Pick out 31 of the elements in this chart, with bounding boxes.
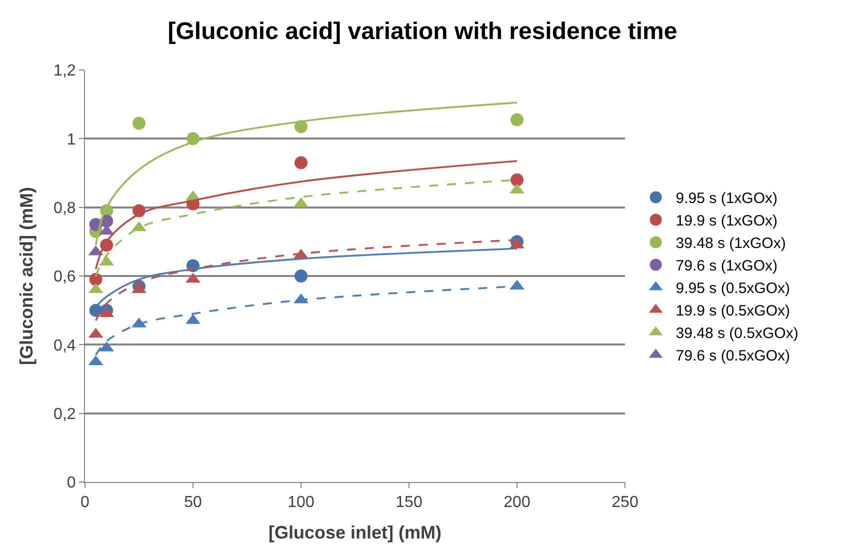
y-axis-title: [Gluconic acid] (mM) — [16, 186, 37, 366]
x-tick-label: 0 — [80, 494, 90, 512]
legend-label: 39.48 s (1xGOx) — [676, 235, 786, 252]
y-tick-label: 0,6 — [54, 268, 76, 286]
x-tick-label: 50 — [184, 494, 202, 512]
point — [510, 173, 524, 186]
point — [132, 116, 146, 130]
x-tick-label: 200 — [504, 494, 530, 512]
chart-title: [Gluconic acid] variation with residence time — [168, 18, 678, 45]
line-series — [94, 160, 518, 270]
legend-label: 19.9 s (0.5xGOx) — [676, 302, 790, 320]
legend-label: 39.48 s (0.5xGOx) — [676, 325, 798, 342]
legend-label: 79.6 s (1xGOx) — [676, 258, 778, 275]
x-axis-title: [Glucose inlet] (mM) — [268, 522, 442, 542]
y-tick-label: 0,2 — [54, 406, 76, 423]
legend-label: 79.6 s (0.5xGOx) — [676, 348, 790, 365]
y-tick-label: 0,8 — [54, 200, 76, 217]
y-tick-label: 0,4 — [54, 337, 76, 354]
y-tick-label: 1 — [66, 131, 76, 148]
legend-label: 9.95 s (1xGOx) — [676, 190, 778, 208]
point — [294, 270, 308, 282]
y-tick-label: 1,2 — [54, 62, 76, 80]
point — [294, 156, 308, 170]
x-tick-label: 150 — [396, 494, 422, 512]
y-tick-label: 0 — [66, 474, 76, 492]
point — [510, 113, 524, 126]
legend-label: 9.95 s (0.5xGOx) — [676, 280, 790, 298]
point — [89, 272, 102, 286]
x-tick-label: 100 — [288, 494, 314, 512]
legend-label: 19.9 s (1xGOx) — [676, 212, 778, 230]
x-tick-label: 250 — [612, 494, 638, 512]
